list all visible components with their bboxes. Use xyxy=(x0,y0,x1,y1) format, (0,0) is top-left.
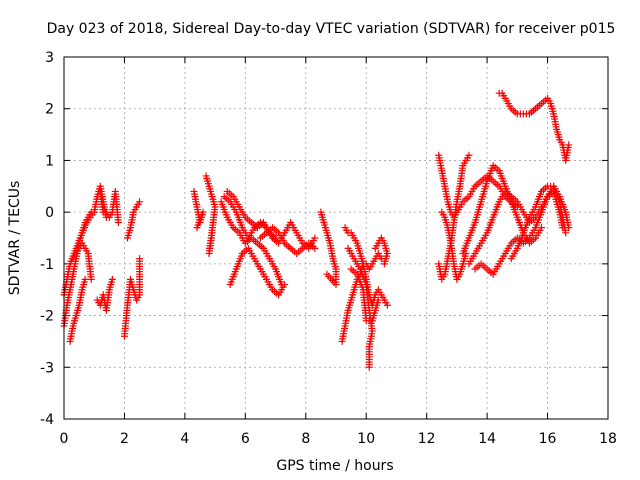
y-tick-label: 1 xyxy=(45,153,54,169)
data-point xyxy=(562,229,570,237)
y-tick-label: -4 xyxy=(40,412,54,428)
x-axis-label: GPS time / hours xyxy=(276,458,393,474)
y-tick-label: 0 xyxy=(45,205,54,221)
plot-frame xyxy=(63,56,609,420)
x-tick-label: 12 xyxy=(418,431,436,447)
data-point xyxy=(272,234,280,242)
data-point xyxy=(108,275,116,283)
x-tick-label: 4 xyxy=(180,431,189,447)
data-point xyxy=(380,260,388,268)
y-tick-label: 2 xyxy=(45,102,54,118)
data-points xyxy=(60,89,573,371)
y-axis-label: SDTVAR / TECUs xyxy=(7,181,23,296)
x-tick-label: 0 xyxy=(60,431,69,447)
data-point xyxy=(281,281,289,289)
x-tick-label: 2 xyxy=(120,431,129,447)
data-point xyxy=(81,275,89,283)
data-point xyxy=(323,270,331,278)
x-tick-label: 18 xyxy=(599,431,617,447)
x-tick-labels: 0 2 4 6 8 10 12 14 16 18 xyxy=(60,431,617,447)
data-point xyxy=(114,218,122,226)
y-tick-label: -3 xyxy=(40,360,54,376)
data-point xyxy=(208,229,216,237)
chart-title: Day 023 of 2018, Sidereal Day-to-day VTE… xyxy=(47,21,616,37)
y-tick-label: 3 xyxy=(45,50,54,66)
x-tick-label: 14 xyxy=(478,431,496,447)
data-point xyxy=(87,275,95,283)
x-tick-label: 6 xyxy=(241,431,250,447)
data-point xyxy=(565,141,573,149)
y-tick-label: -2 xyxy=(40,309,54,325)
y-tick-labels: -4 -3 -2 -1 0 1 2 3 xyxy=(40,50,54,428)
x-tick-label: 8 xyxy=(301,431,310,447)
data-point xyxy=(311,234,319,242)
data-point xyxy=(538,224,546,232)
y-tick-label: -1 xyxy=(40,257,54,273)
data-point xyxy=(465,151,473,159)
data-point xyxy=(136,255,144,263)
data-point xyxy=(365,363,373,371)
data-point xyxy=(559,224,567,232)
data-point xyxy=(374,296,382,304)
data-point xyxy=(136,198,144,206)
data-point xyxy=(193,224,201,232)
x-tick-label: 16 xyxy=(539,431,557,447)
x-tick-label: 10 xyxy=(357,431,375,447)
data-point xyxy=(311,244,319,252)
data-point xyxy=(565,224,573,232)
data-point xyxy=(383,301,391,309)
